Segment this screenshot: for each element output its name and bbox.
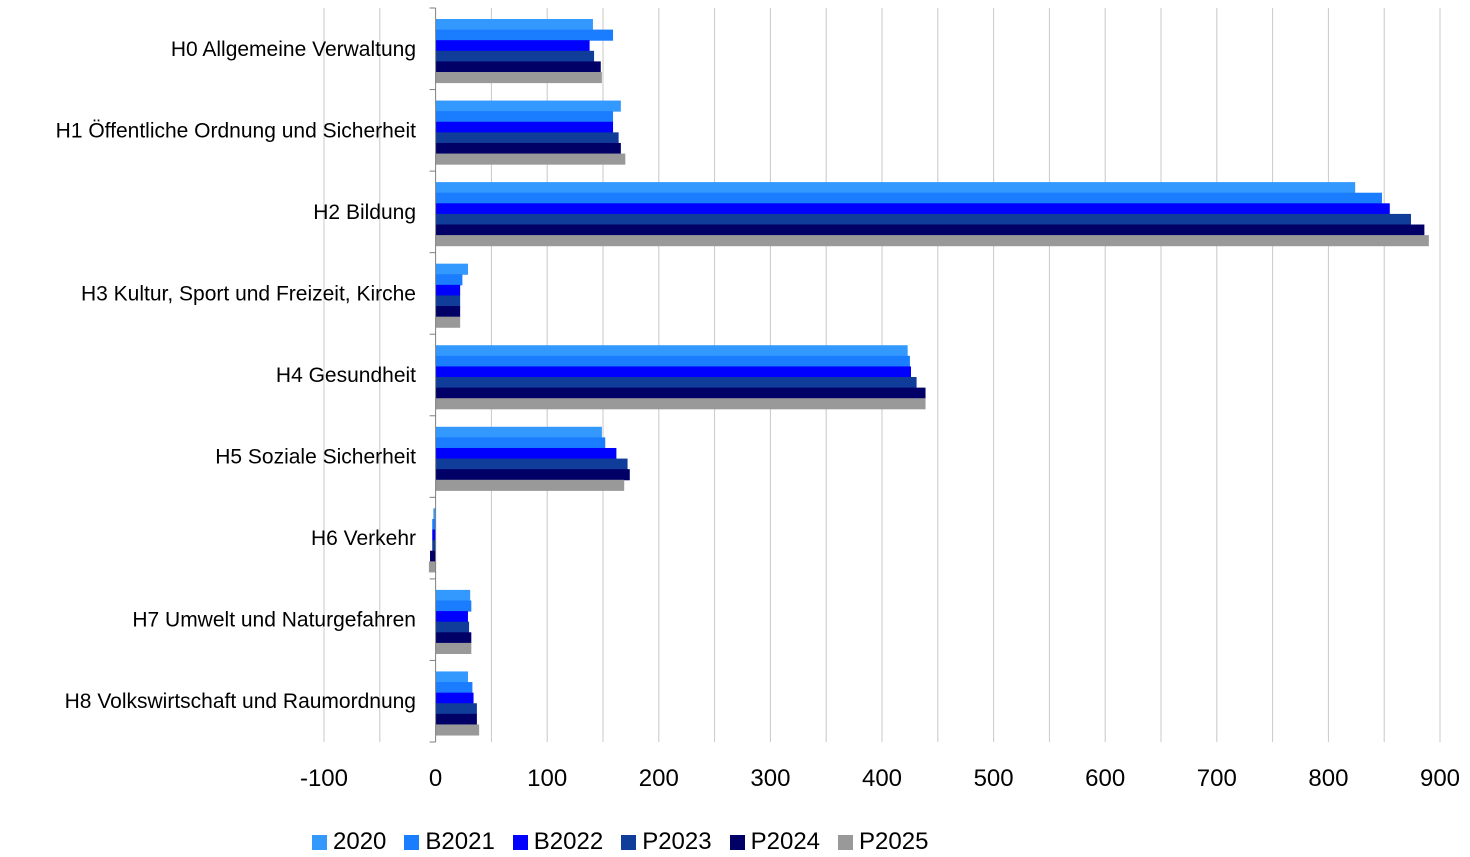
legend-swatch	[621, 834, 637, 850]
bar	[435, 203, 1390, 215]
legend-swatch	[312, 834, 327, 850]
legend-swatch	[512, 834, 528, 850]
bar	[435, 632, 472, 644]
bar	[435, 72, 602, 84]
bar	[435, 671, 468, 683]
category-label: H4 Gesundheit	[276, 364, 416, 387]
category-label: H1 Öffentliche Ordnung und Sicherheit	[56, 119, 416, 142]
bar	[435, 111, 614, 123]
legend-swatch	[838, 834, 854, 850]
bar	[435, 224, 1425, 236]
bar	[435, 50, 595, 62]
bar	[435, 100, 621, 112]
bar	[435, 61, 601, 73]
bar	[435, 355, 910, 367]
bar	[435, 366, 912, 378]
bar	[435, 132, 619, 144]
category-axis	[429, 7, 437, 743]
bar	[433, 508, 436, 520]
bar	[432, 518, 436, 531]
bar	[435, 469, 630, 481]
bar	[435, 192, 1382, 204]
x-tick-label: 700	[1197, 765, 1237, 792]
bar	[435, 589, 471, 601]
bar	[435, 153, 626, 165]
bar	[435, 377, 917, 389]
bar	[435, 437, 606, 449]
bar	[428, 561, 436, 573]
legend-label: P2024	[750, 828, 821, 855]
category-label: H7 Umwelt und Naturgefahren	[132, 609, 416, 632]
bar	[435, 611, 468, 623]
bar	[432, 540, 436, 552]
legend-item: 2020	[312, 828, 386, 856]
legend-item: B2022	[512, 828, 604, 856]
category-label: H5 Soziale Sicherheit	[215, 446, 416, 469]
bar	[435, 682, 473, 694]
bar	[435, 724, 480, 736]
x-tick-label: 900	[1420, 765, 1460, 792]
bar	[435, 621, 470, 633]
x-tick-label: 800	[1308, 765, 1348, 792]
bar	[435, 29, 614, 41]
legend-item: B2021	[404, 828, 495, 856]
category-label: H6 Verkehr	[311, 527, 416, 550]
bar	[435, 316, 461, 328]
tick-labels: -100 0 100 200 300 400 500 600 700 800 900	[300, 765, 1460, 792]
bar	[435, 182, 1356, 194]
bar	[435, 306, 461, 318]
x-tick-label: 600	[1085, 765, 1125, 792]
category-label: H3 Kultur, Sport und Freizeit, Kirche	[81, 282, 416, 305]
bar	[435, 703, 477, 715]
legend-label: B2021	[425, 828, 495, 855]
x-tick-label: 500	[974, 765, 1014, 792]
x-tick-label: 300	[750, 765, 790, 792]
bar	[435, 345, 908, 357]
bar	[435, 447, 617, 460]
bar	[435, 274, 463, 286]
legend-item: P2025	[838, 828, 928, 856]
bar	[435, 263, 468, 275]
bar	[435, 213, 1411, 226]
legend-label: P2023	[642, 828, 712, 855]
x-tick-label: 100	[527, 765, 567, 792]
bar	[435, 142, 621, 155]
legend-item: P2023	[621, 828, 712, 856]
bar	[435, 387, 926, 399]
x-tick-label: 400	[862, 765, 902, 792]
grid-lines	[323, 8, 1441, 742]
category-label: H8 Volkswirtschaft und Raumordnung	[65, 690, 416, 713]
bars	[428, 19, 1429, 736]
bar	[430, 550, 436, 562]
bar	[435, 692, 474, 704]
bar	[435, 121, 614, 133]
legend-label: 2020	[333, 828, 387, 855]
bar	[435, 235, 1429, 247]
bar	[435, 642, 472, 654]
category-label: H2 Bildung	[313, 201, 416, 224]
x-tick-label: -100	[300, 765, 348, 792]
bar	[435, 398, 926, 410]
bar	[435, 479, 625, 491]
category-label: H0 Allgemeine Verwaltung	[171, 38, 416, 61]
bar	[435, 19, 593, 31]
legend-item: P2024	[729, 828, 821, 856]
bar	[435, 713, 477, 725]
bar	[432, 529, 436, 541]
legend-label: P2025	[859, 828, 929, 855]
bar	[435, 426, 602, 438]
bar	[435, 284, 461, 296]
bar	[435, 295, 461, 307]
category-labels: H0 Allgemeine Verwaltung H1 Öffentliche O…	[56, 38, 417, 713]
legend: 2020 B2021 B2022 P2023 P2024 P2025	[312, 828, 928, 856]
bar	[435, 40, 590, 52]
x-tick-label: 0	[429, 765, 442, 792]
bar	[435, 458, 628, 470]
legend-swatch	[404, 834, 420, 850]
x-tick-label: 200	[639, 765, 679, 792]
legend-swatch	[729, 834, 745, 850]
bar	[435, 600, 472, 612]
legend-label: B2022	[533, 828, 604, 855]
